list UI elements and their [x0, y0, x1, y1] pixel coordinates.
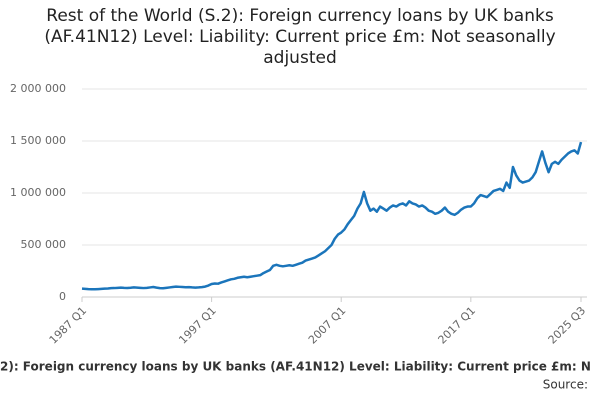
- y-tick-label: 1 000 000: [10, 186, 66, 199]
- x-tick-label: 2007 Q1: [306, 304, 349, 347]
- y-tick-label: 2 000 000: [10, 82, 66, 95]
- y-tick-label: 0: [59, 290, 66, 303]
- x-tick-label: 2017 Q1: [436, 304, 479, 347]
- y-tick-label: 500 000: [21, 238, 67, 251]
- x-tick-label: 2025 Q3: [546, 304, 589, 347]
- footer-title: 2): Foreign currency loans by UK banks (…: [0, 360, 591, 374]
- y-tick-label: 1 500 000: [10, 134, 66, 147]
- x-tick-label: 1987 Q1: [47, 304, 90, 347]
- chart-title: Rest of the World (S.2): Foreign currenc…: [44, 6, 556, 68]
- source: Source:: [543, 378, 588, 392]
- x-tick-label: 1997 Q1: [176, 304, 219, 347]
- series-line: [81, 141, 583, 291]
